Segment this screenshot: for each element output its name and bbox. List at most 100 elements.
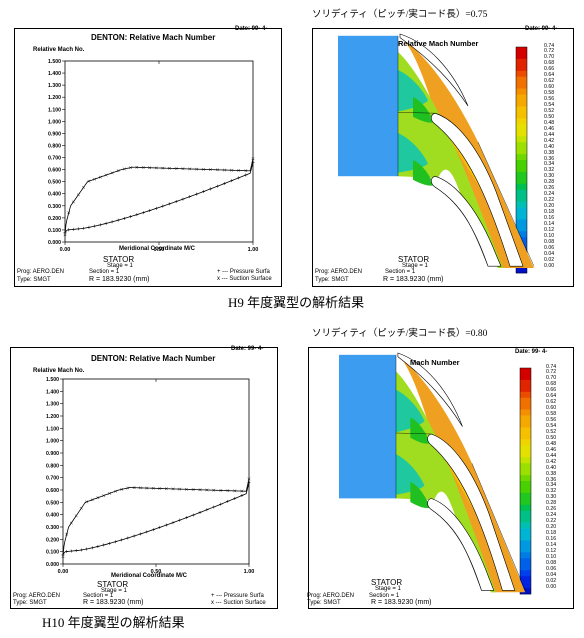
color-scale-band: [516, 267, 527, 274]
color-scale-band: [520, 528, 531, 535]
y-tick-label: 1.100: [46, 426, 59, 432]
suction-marker: [222, 168, 226, 172]
y-tick-label: 0.600: [46, 488, 59, 494]
pressure-marker: [85, 547, 89, 551]
pressure-marker: [244, 173, 248, 177]
color-scale-band: [520, 504, 531, 512]
pressure-marker: [65, 550, 69, 554]
scale-label: 0.28: [546, 500, 557, 507]
color-scale-band: [516, 207, 527, 214]
pressure-marker: [61, 552, 65, 556]
blade-profile: [399, 33, 469, 107]
footer-section: Section = 1: [369, 593, 400, 599]
color-scale-band: [516, 124, 527, 131]
suction-marker: [151, 486, 155, 490]
color-scale-band: [520, 469, 531, 476]
y-tick-label: 0.200: [48, 216, 61, 222]
scale-label: 0.44: [544, 131, 555, 138]
scale-label: 0.64: [544, 72, 555, 79]
scale-label: 0.48: [546, 440, 557, 447]
y-tick-label: 0.900: [48, 131, 61, 137]
pressure-marker: [71, 227, 75, 231]
color-scale-band: [520, 486, 531, 494]
y-tick-label: 0.700: [46, 476, 59, 482]
color-scale-band: [520, 415, 531, 422]
pressure-marker: [148, 209, 152, 213]
suction-marker: [181, 167, 185, 171]
scale-label: 0.24: [544, 191, 555, 198]
pressure-marker: [87, 225, 91, 229]
suction-marker: [202, 167, 205, 171]
scale-label: 0.74: [544, 42, 555, 49]
scale-label: 0.08: [544, 238, 555, 245]
color-scale-band: [520, 379, 531, 387]
legend-suction: x --- Suction Surface: [211, 600, 266, 606]
y-tick-label: 0.400: [48, 192, 61, 198]
suction-marker: [90, 498, 94, 502]
pressure-marker: [67, 228, 71, 232]
footer-r: R = 183.9230 (mm): [89, 276, 150, 283]
color-scale-band: [516, 94, 527, 101]
suction-marker: [122, 167, 126, 171]
color-scale-band: [520, 540, 531, 547]
contour-title: Relative Mach Number: [398, 39, 479, 48]
scale-label: 0.30: [544, 173, 555, 180]
suction-marker: [74, 514, 78, 518]
color-scale-band: [520, 451, 531, 458]
color-scale-band: [516, 183, 527, 191]
footer-stator: STATOR: [371, 578, 403, 587]
inlet-region: [339, 354, 396, 499]
suction-marker: [71, 200, 75, 204]
suction-marker: [76, 193, 80, 197]
color-scale-band: [520, 588, 531, 595]
suction-marker: [240, 489, 244, 493]
suction-marker: [132, 486, 136, 490]
color-scale-band: [520, 373, 531, 381]
suction-marker: [168, 166, 171, 170]
mach-plot-h10: DENTON: Relative Mach Number Date: 99- 4…: [10, 346, 278, 609]
solidity-label-h9: ソリディティ（ピッチ/実コード長）=0.75: [312, 10, 488, 20]
scale-label: 0.62: [546, 399, 557, 406]
scale-label: 0.02: [546, 577, 557, 584]
footer-stator: STATOR: [97, 580, 129, 589]
caption-h10: H10 年度翼型の解析結果: [42, 615, 185, 630]
scale-label: 0.66: [544, 66, 555, 73]
plot-frame: [64, 60, 254, 243]
mach-plot-svg: 1.500 1.400 1.300 1.200 1.100 1.000 0.900 0.800…: [46, 377, 254, 575]
blade-profile: [397, 352, 463, 427]
contour-band: [398, 133, 428, 173]
scale-label: 0.56: [544, 96, 555, 103]
contour-band: [410, 481, 431, 509]
y-tick-label: 1.400: [46, 389, 59, 395]
footer-r: R = 183.9230 (mm): [371, 599, 432, 606]
scale-label: 0.60: [544, 84, 555, 91]
scale-label: 0.64: [546, 393, 557, 400]
color-scale-band: [520, 368, 531, 375]
legend-pressure: + --- Pressure Surfa: [217, 269, 270, 275]
legend-suction: x --- Suction Surface: [217, 276, 272, 282]
suction-marker: [247, 477, 251, 481]
pressure-marker: [181, 197, 185, 201]
suction-marker: [61, 555, 65, 559]
scale-label: 0.28: [544, 179, 555, 186]
mach-plot-ylabel: Relative Mach No.: [33, 368, 85, 374]
scale-label: 0.22: [546, 518, 557, 525]
contour-svg: [338, 33, 535, 274]
pressure-marker: [90, 546, 94, 550]
y-tick-label: 0.600: [48, 168, 61, 174]
suction-marker: [108, 491, 112, 495]
scale-label: 0.60: [546, 405, 557, 412]
scale-label: 0.50: [546, 434, 557, 441]
suction-marker: [198, 488, 202, 492]
suction-marker: [129, 166, 133, 170]
pressure-marker: [167, 202, 171, 206]
color-scale-band: [520, 481, 531, 488]
blade-profile: [427, 433, 516, 591]
suction-surface-line: [64, 158, 254, 235]
pressure-marker: [188, 195, 192, 199]
pressure-marker: [98, 223, 102, 227]
color-scale-band: [516, 160, 527, 167]
scale-label: 0.54: [544, 101, 555, 108]
color-scale-band: [516, 142, 527, 149]
suction-marker: [174, 167, 178, 171]
